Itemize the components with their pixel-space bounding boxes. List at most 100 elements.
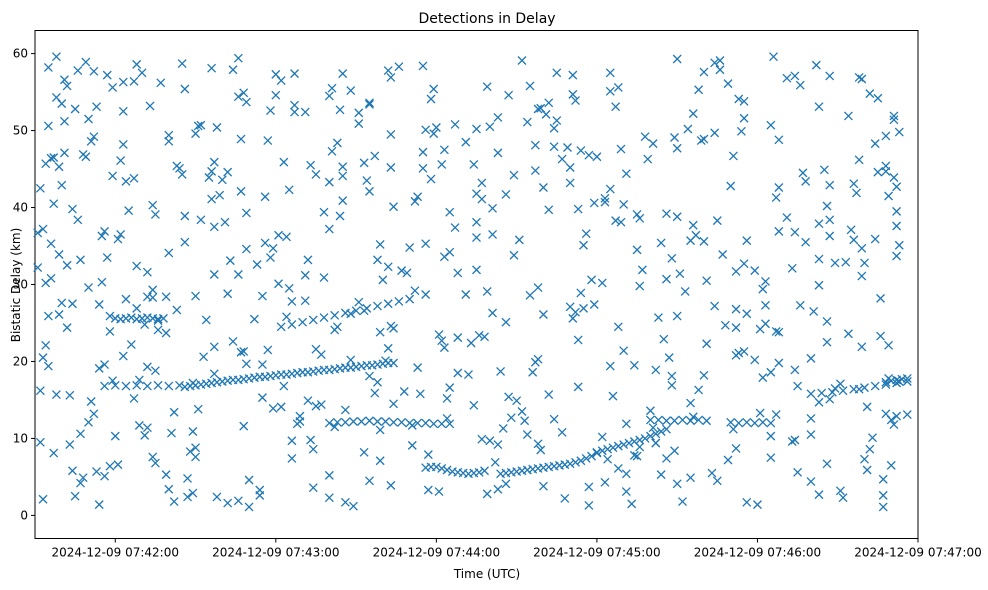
data-point: [140, 320, 150, 329]
data-point: [282, 232, 291, 242]
data-point: [793, 467, 803, 477]
data-point: [892, 221, 902, 231]
data-point: [239, 88, 249, 98]
data-point: [579, 240, 588, 250]
data-point: [659, 334, 669, 344]
data-point: [421, 290, 431, 299]
data-point: [860, 383, 869, 393]
data-point: [667, 253, 677, 263]
data-point: [472, 124, 481, 134]
data-point: [480, 466, 489, 476]
data-point: [84, 417, 93, 427]
data-point: [62, 81, 72, 91]
data-point: [482, 489, 492, 499]
data-point: [902, 373, 912, 383]
data-point: [830, 383, 840, 393]
data-point: [365, 186, 374, 196]
data-point: [354, 108, 364, 118]
data-point: [600, 477, 610, 487]
data-point: [276, 322, 286, 332]
data-point: [843, 329, 853, 339]
data-point: [710, 58, 720, 68]
data-point: [330, 310, 340, 320]
data-point: [180, 211, 190, 221]
data-point: [597, 278, 607, 288]
data-point: [678, 497, 687, 507]
data-point: [482, 286, 492, 296]
data-point: [662, 209, 671, 219]
data-point: [97, 277, 107, 287]
data-point: [89, 66, 99, 76]
data-point: [92, 467, 102, 476]
data-point: [726, 417, 736, 427]
data-point: [758, 284, 768, 294]
data-point: [651, 429, 661, 439]
data-point: [405, 294, 415, 304]
data-point: [426, 94, 436, 104]
data-point: [504, 90, 514, 100]
data-point: [73, 215, 83, 225]
data-point: [54, 250, 64, 259]
data-point: [787, 437, 797, 446]
data-point: [348, 501, 358, 511]
data-point: [870, 381, 880, 391]
data-point: [121, 381, 131, 391]
data-point: [158, 313, 168, 323]
data-point: [795, 300, 805, 310]
data-point: [731, 443, 741, 453]
data-point: [723, 455, 733, 465]
data-point: [728, 151, 738, 161]
data-point: [359, 447, 369, 457]
data-point: [718, 250, 728, 259]
data-point: [787, 263, 797, 273]
data-point: [793, 381, 803, 391]
data-point: [121, 176, 131, 186]
data-point: [290, 69, 300, 79]
data-point: [538, 310, 548, 319]
data-point: [383, 299, 393, 309]
data-point: [616, 144, 626, 154]
data-point: [565, 302, 575, 312]
data-point: [308, 315, 318, 325]
data-point: [662, 416, 671, 426]
data-point: [571, 96, 580, 106]
data-point: [100, 360, 110, 370]
data-point: [183, 474, 192, 483]
data-point: [876, 293, 885, 303]
data-point: [472, 189, 481, 199]
data-point: [338, 196, 348, 206]
data-point: [340, 405, 350, 415]
data-point: [188, 427, 198, 436]
data-point: [201, 315, 211, 325]
data-point: [43, 62, 53, 72]
data-point: [838, 386, 848, 396]
data-point: [105, 311, 115, 321]
data-point: [619, 346, 629, 356]
data-point: [316, 350, 326, 360]
data-point: [129, 393, 139, 403]
data-point: [798, 168, 808, 178]
data-point: [41, 159, 51, 169]
data-point: [57, 298, 67, 308]
data-point: [89, 132, 99, 142]
data-point: [375, 240, 385, 249]
data-point: [613, 322, 623, 332]
data-point: [656, 427, 666, 436]
data-point: [383, 262, 393, 272]
data-point: [116, 156, 126, 166]
data-point: [742, 309, 752, 319]
data-point: [59, 116, 69, 126]
data-point: [68, 204, 77, 214]
data-point: [142, 267, 152, 277]
data-point: [600, 197, 610, 207]
data-point: [236, 186, 246, 196]
data-point: [504, 392, 514, 402]
data-point: [233, 270, 243, 279]
data-point: [635, 281, 645, 291]
data-point: [241, 359, 251, 369]
data-point: [849, 384, 859, 394]
data-point: [279, 381, 289, 391]
x-axis: 2024-12-09 07:42:00 2024-12-09 07:43:00 20…: [52, 538, 982, 560]
data-point: [57, 99, 67, 109]
data-point: [244, 475, 254, 485]
